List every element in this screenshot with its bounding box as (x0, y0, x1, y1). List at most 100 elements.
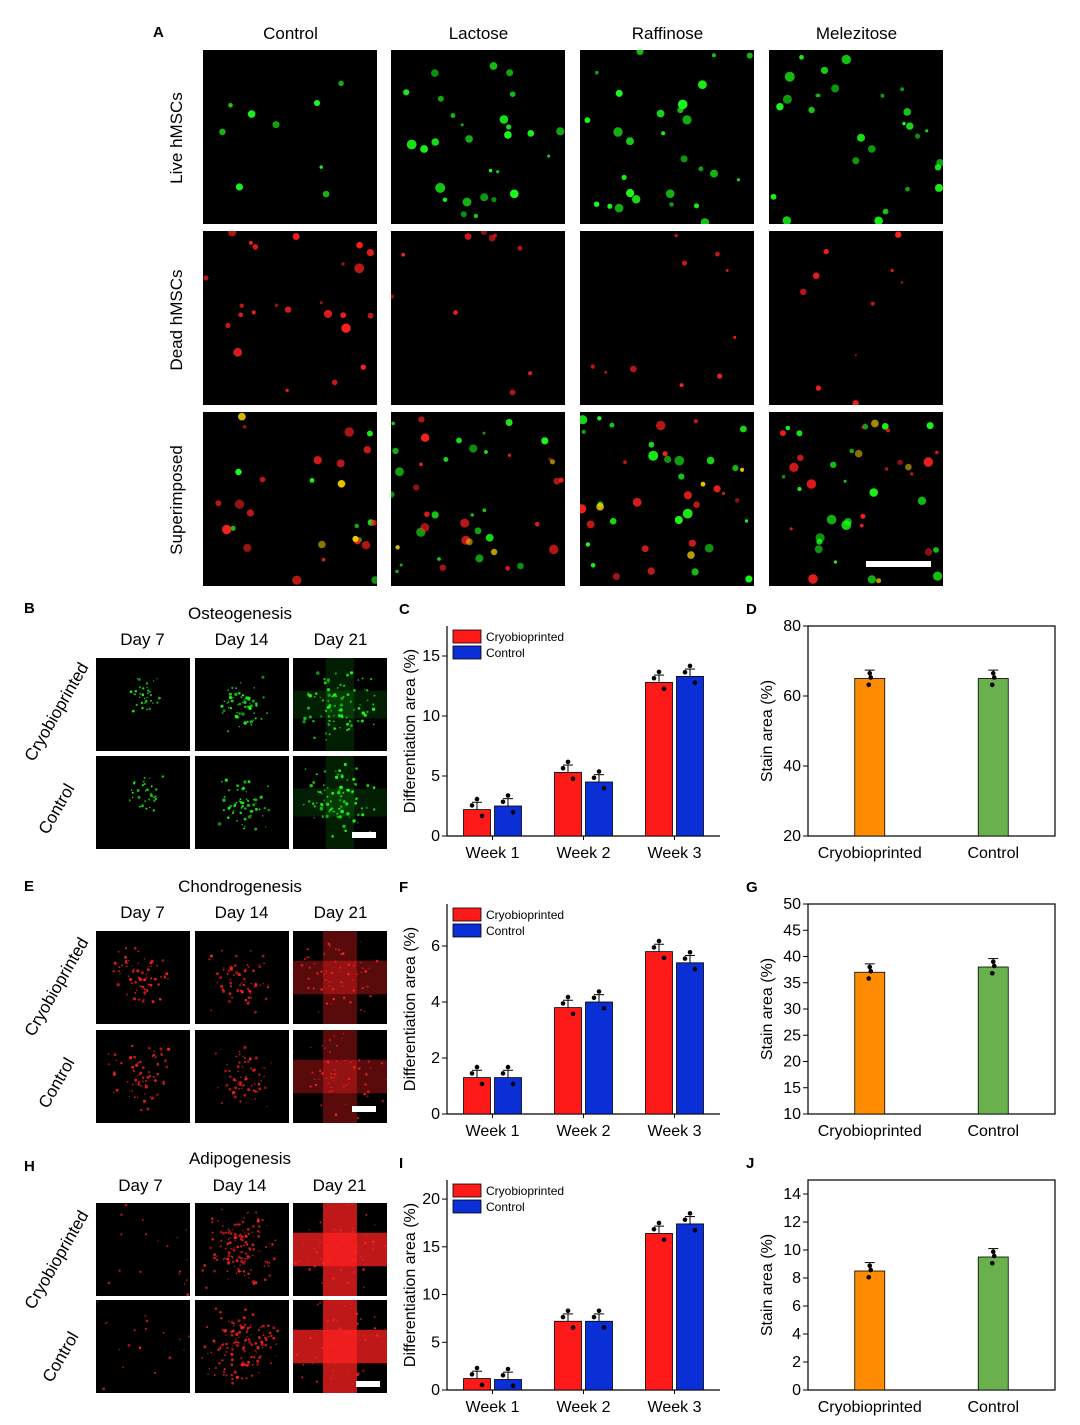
bar (977, 1256, 1009, 1391)
micrograph (391, 412, 565, 586)
micrograph (96, 1203, 190, 1296)
x-tick-label: Control (967, 1399, 1019, 1416)
micrograph (769, 412, 943, 586)
x-tick-label: Week 3 (648, 1399, 702, 1416)
micrograph (769, 231, 943, 405)
scale-bar (352, 832, 376, 838)
data-point (991, 675, 997, 680)
data-point (867, 670, 873, 676)
plot-frame (807, 625, 1056, 837)
micrograph (96, 1030, 190, 1123)
data-point (596, 989, 602, 994)
y-axis-label: Differentiation area (%) (402, 927, 419, 1091)
micrograph (195, 658, 289, 751)
data-point (868, 1267, 874, 1273)
bar (463, 1378, 491, 1391)
data-point (991, 1253, 997, 1259)
y-tick-label: 10 (422, 708, 440, 725)
data-point (560, 765, 566, 771)
data-point (868, 675, 874, 680)
data-point (510, 1081, 516, 1087)
bar (554, 771, 582, 837)
x-tick-label: Week 1 (466, 1123, 520, 1140)
micrograph (580, 412, 754, 586)
y-tick-label: 20 (422, 1191, 440, 1208)
legend-swatch (452, 1183, 482, 1198)
x-tick-label: Cryobioprinted (818, 1123, 922, 1140)
panel-letter-a: A (153, 24, 164, 41)
data-point (500, 1373, 506, 1378)
data-point (601, 1006, 607, 1011)
data-point (510, 810, 516, 815)
micrograph (195, 1030, 289, 1123)
data-point (687, 950, 693, 955)
data-point (990, 959, 996, 965)
bar (854, 1270, 886, 1391)
data-point (591, 775, 597, 781)
panel-letter-h: H (24, 1158, 35, 1175)
col-label-control: Control (263, 24, 318, 43)
bar (554, 1320, 582, 1391)
micrograph (293, 1030, 387, 1123)
y-tick-label: 60 (783, 688, 801, 705)
data-point (866, 976, 872, 981)
micrograph (391, 50, 565, 224)
day-label-14: Day 14 (214, 630, 269, 649)
day-label-21: Day 21 (313, 903, 368, 922)
data-point (560, 1314, 566, 1320)
data-point (596, 1308, 602, 1314)
data-point (991, 963, 997, 969)
plot-frame (807, 1179, 1056, 1391)
data-point (505, 1366, 511, 1372)
x-tick-label: Control (967, 845, 1019, 862)
micrograph (293, 1203, 387, 1296)
chart-j: J 0 2 4 6 8 10 12 14 Stain area (%) Cryobioprinted… (746, 1155, 1056, 1416)
data-point (656, 938, 662, 944)
data-point (692, 680, 698, 685)
data-point (661, 1237, 667, 1243)
y-tick-label: 0 (431, 1106, 440, 1123)
y-tick-label: 50 (783, 896, 801, 913)
micrograph (293, 931, 387, 1024)
chart-f: F 0 2 4 6 Differentiation area (%) Week 1 Week … (399, 879, 720, 1140)
micrograph (580, 50, 754, 224)
data-point (651, 675, 657, 681)
y-tick-label: 0 (431, 828, 440, 845)
data-point (989, 682, 995, 688)
data-point (990, 1249, 996, 1255)
data-point (682, 669, 688, 675)
x-tick-label: Cryobioprinted (818, 1399, 922, 1416)
section-title-chondrogenesis: Chondrogenesis (178, 877, 302, 896)
y-tick-label: 4 (431, 994, 440, 1011)
day-label-14: Day 14 (214, 903, 269, 922)
bar (676, 962, 704, 1115)
data-point (866, 1275, 872, 1280)
bar (494, 1077, 522, 1115)
data-point (565, 994, 571, 1000)
micrograph (96, 931, 190, 1024)
panel-letter-e: E (24, 878, 35, 895)
panel-letter: I (399, 1155, 403, 1172)
data-point (661, 686, 667, 691)
row-label-dead: Dead hMSCs (167, 269, 186, 371)
data-point (591, 995, 597, 1001)
micrograph (96, 756, 190, 849)
panel-letter: D (746, 601, 757, 618)
legend-label: Cryobioprinted (486, 1184, 564, 1198)
y-axis-label: Stain area (%) (759, 680, 776, 782)
y-tick-label: 20 (783, 1054, 801, 1071)
data-point (601, 1325, 607, 1330)
y-tick-label: 10 (783, 1242, 801, 1259)
data-point (692, 966, 698, 972)
scale-bar (356, 1381, 380, 1387)
bar (494, 805, 522, 837)
y-tick-label: 10 (783, 1106, 801, 1123)
micrograph (96, 658, 190, 751)
y-tick-label: 30 (783, 1001, 801, 1018)
col-label-lactose: Lactose (448, 24, 509, 43)
y-tick-label: 6 (431, 938, 440, 955)
y-tick-label: 5 (431, 1334, 440, 1351)
legend-swatch (452, 907, 482, 922)
